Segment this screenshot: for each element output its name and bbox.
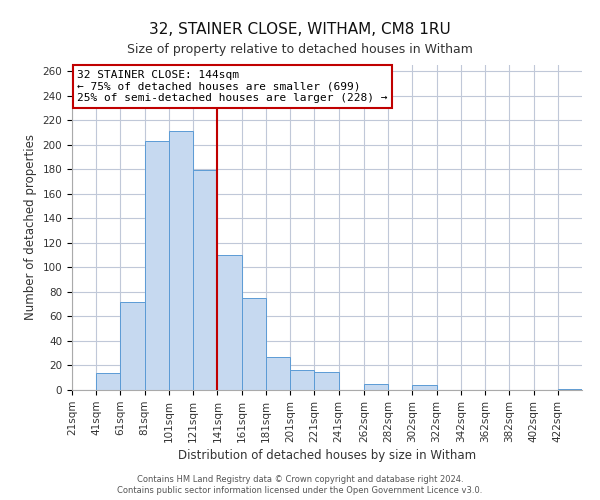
- Bar: [412, 385, 437, 390]
- Bar: [242, 298, 266, 390]
- Y-axis label: Number of detached properties: Number of detached properties: [24, 134, 37, 320]
- Text: 32, STAINER CLOSE, WITHAM, CM8 1RU: 32, STAINER CLOSE, WITHAM, CM8 1RU: [149, 22, 451, 38]
- Bar: [364, 384, 388, 390]
- Bar: [121, 302, 145, 390]
- Bar: [558, 389, 582, 390]
- Text: Contains HM Land Registry data © Crown copyright and database right 2024.: Contains HM Land Registry data © Crown c…: [137, 475, 463, 484]
- Bar: [169, 131, 193, 390]
- Bar: [314, 372, 338, 390]
- Bar: [217, 255, 242, 390]
- X-axis label: Distribution of detached houses by size in Witham: Distribution of detached houses by size …: [178, 449, 476, 462]
- Bar: [96, 373, 121, 390]
- Bar: [145, 141, 169, 390]
- Bar: [266, 357, 290, 390]
- Bar: [290, 370, 314, 390]
- Bar: [193, 170, 217, 390]
- Text: Contains public sector information licensed under the Open Government Licence v3: Contains public sector information licen…: [118, 486, 482, 495]
- Text: 32 STAINER CLOSE: 144sqm
← 75% of detached houses are smaller (699)
25% of semi-: 32 STAINER CLOSE: 144sqm ← 75% of detach…: [77, 70, 388, 103]
- Text: Size of property relative to detached houses in Witham: Size of property relative to detached ho…: [127, 42, 473, 56]
